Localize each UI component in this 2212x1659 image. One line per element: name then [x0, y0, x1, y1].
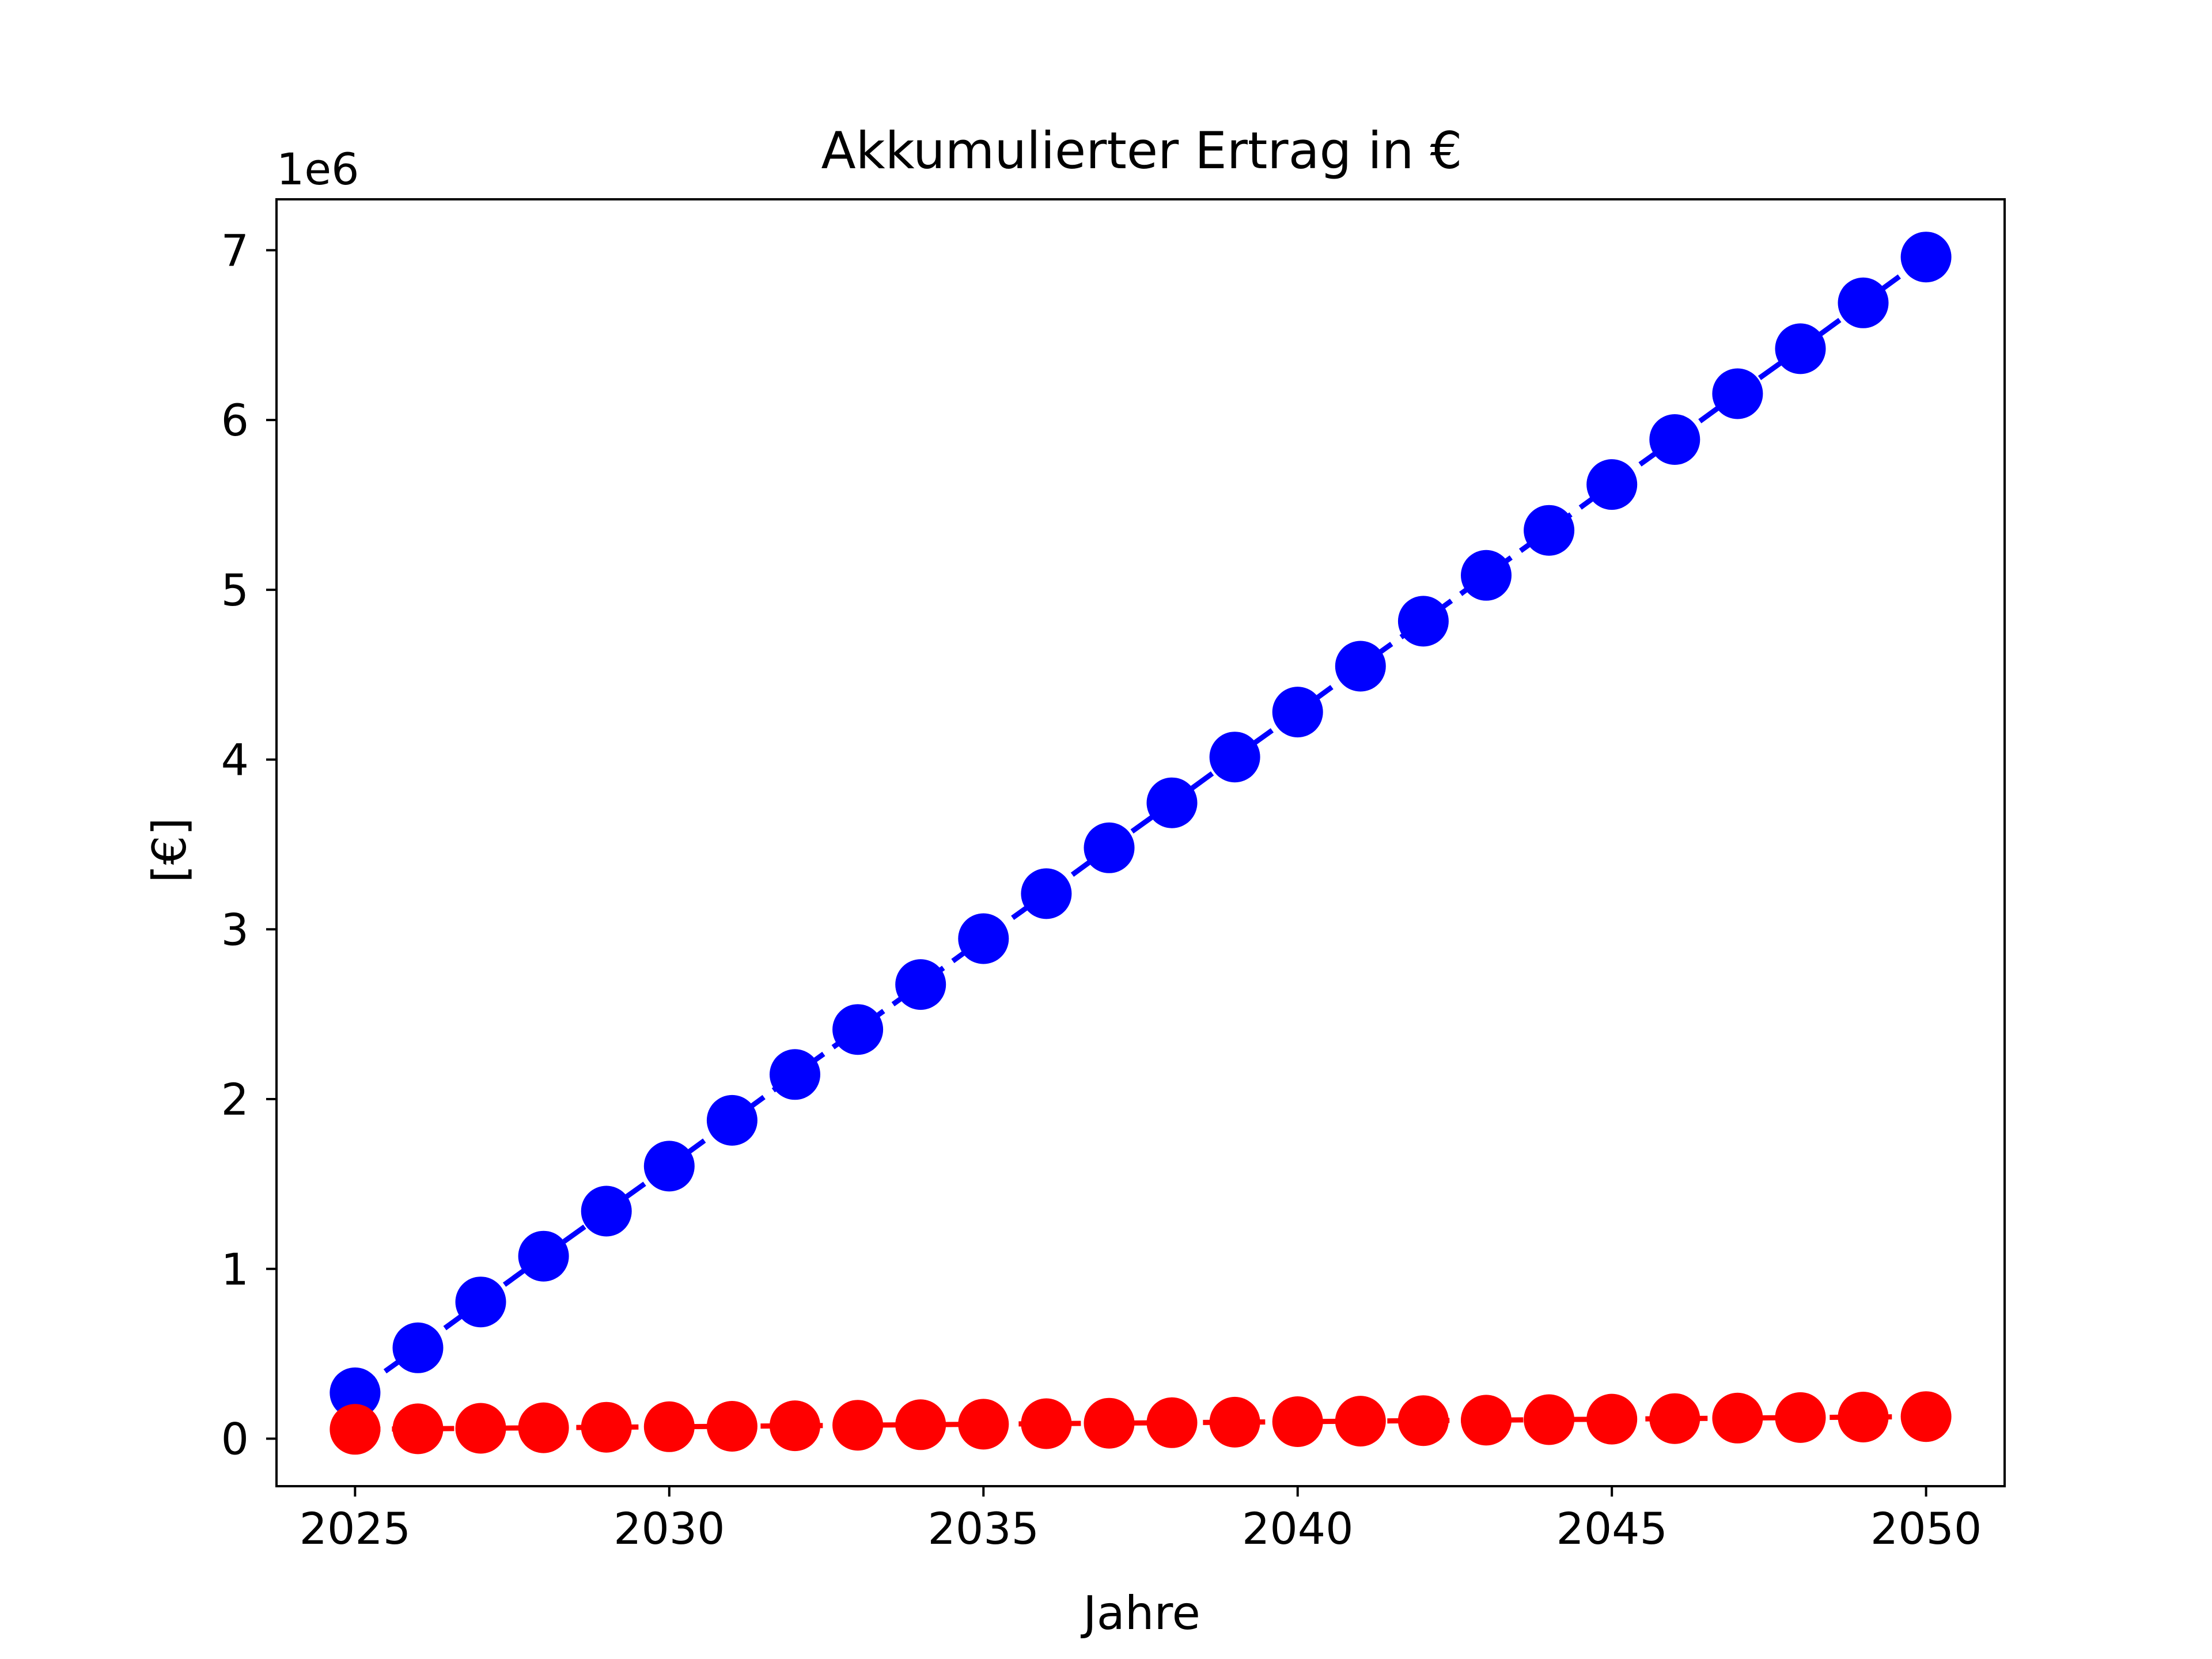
series-1-point: [1272, 687, 1323, 738]
series-2-point: [832, 1400, 884, 1451]
y-tick-label: 2: [221, 1074, 249, 1125]
series-2-point: [1397, 1395, 1449, 1446]
series-1-point: [392, 1322, 444, 1373]
series-1-point: [455, 1277, 506, 1328]
series-2-point: [329, 1404, 381, 1455]
series-2-point: [518, 1402, 569, 1453]
series-1: [329, 232, 1952, 1418]
series-2-point: [895, 1399, 946, 1450]
series-1-point: [706, 1094, 757, 1146]
y-axis-offset-label: 1e6: [276, 143, 359, 195]
x-tick-label: 2030: [613, 1503, 725, 1554]
series-2-point: [1335, 1396, 1386, 1447]
series-2-point: [1775, 1392, 1826, 1443]
series-2-point: [1021, 1398, 1072, 1449]
series-1-point: [1712, 368, 1763, 419]
series-layer: [329, 232, 1952, 1455]
x-tick-label: 2050: [1870, 1503, 1982, 1554]
series-2-point: [1838, 1392, 1889, 1442]
series-2-point: [1649, 1393, 1700, 1444]
x-tick-label: 2040: [1242, 1503, 1353, 1554]
series-1-point: [643, 1141, 695, 1192]
x-axis-label: Jahre: [1080, 1586, 1200, 1640]
series-2-point: [1524, 1394, 1575, 1445]
series-1-point: [958, 913, 1009, 964]
series-2-point: [770, 1400, 820, 1452]
series-2-point: [1209, 1396, 1260, 1448]
y-tick-label: 7: [221, 225, 249, 276]
x-tick-label: 2025: [300, 1503, 411, 1554]
y-tick-label: 1: [221, 1244, 249, 1295]
y-tick-label: 3: [221, 904, 249, 955]
series-2-point: [1461, 1395, 1512, 1446]
series-2: [329, 1391, 1952, 1455]
series-1-point: [1084, 822, 1135, 873]
series-2-point: [1712, 1392, 1763, 1444]
series-2-point: [643, 1401, 695, 1452]
y-tick-label: 6: [221, 395, 249, 446]
y-tick-label: 4: [221, 734, 249, 786]
series-1-point: [329, 1367, 381, 1418]
series-1-point: [581, 1185, 632, 1237]
series-1-point: [1397, 596, 1449, 647]
series-1-point: [1838, 277, 1889, 328]
series-1-point: [1461, 550, 1512, 601]
series-1-point: [1021, 868, 1072, 919]
series-2-point: [1084, 1397, 1135, 1449]
series-1-point: [1586, 459, 1638, 510]
series-1-point: [1900, 232, 1952, 283]
series-2-point: [1586, 1393, 1638, 1445]
series-1-point: [832, 1004, 884, 1055]
series-1-point: [770, 1049, 820, 1100]
y-tick-label: 0: [221, 1413, 249, 1464]
series-2-point: [455, 1403, 506, 1454]
series-1-point: [1209, 732, 1260, 783]
axes-layer: 2025 2030 2035 2040 2045 2050 0 1 2 3 4 5 6 7: [221, 198, 2006, 1554]
series-2-point: [1272, 1396, 1323, 1447]
x-tick-label: 2035: [928, 1503, 1039, 1554]
y-tick-label: 5: [221, 565, 249, 616]
series-1-point: [518, 1230, 569, 1282]
series-2-point: [1146, 1397, 1198, 1448]
y-axis-label: [€]: [143, 817, 196, 882]
series-2-point: [1900, 1391, 1952, 1442]
series-2-point: [958, 1399, 1009, 1450]
series-1-point: [1649, 414, 1700, 465]
plot-frame: [275, 198, 2006, 1487]
series-1-line: [353, 255, 1928, 1395]
series-2-point: [581, 1402, 632, 1453]
series-1-point: [1335, 641, 1386, 692]
series-1-point: [1146, 777, 1198, 828]
series-1-point: [895, 959, 946, 1010]
x-tick-label: 2045: [1556, 1503, 1667, 1554]
series-2-point: [706, 1401, 757, 1452]
chart-title: Akkumulierter Ertrag in €: [821, 121, 1462, 180]
series-1-point: [1524, 505, 1575, 556]
series-1-point: [1775, 323, 1826, 374]
series-2-point: [392, 1403, 444, 1455]
